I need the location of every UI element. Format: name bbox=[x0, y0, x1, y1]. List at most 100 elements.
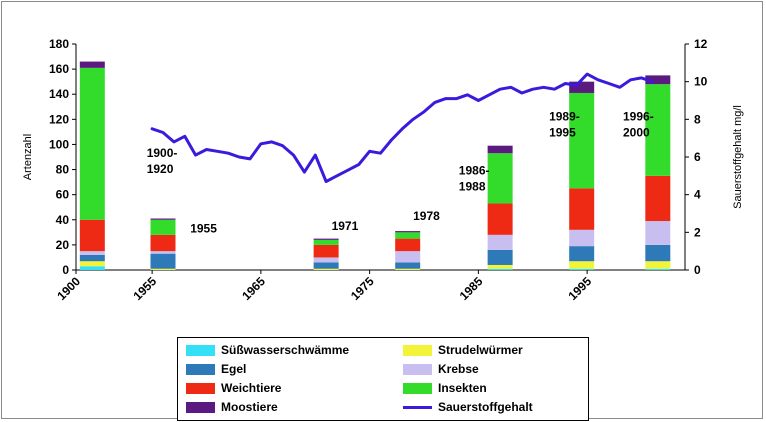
bar-segment bbox=[645, 75, 671, 85]
bar-segment bbox=[79, 219, 105, 252]
bar-segment bbox=[395, 232, 421, 239]
right-axis-title: Sauerstoffgehalt mg/l bbox=[732, 105, 744, 209]
x-tick-label: 1900 bbox=[54, 274, 83, 303]
bar-segment bbox=[313, 268, 339, 270]
bar-segment bbox=[569, 229, 595, 247]
left-tick-label: 180 bbox=[49, 37, 69, 51]
bar-annotation: 1900- 1920 bbox=[147, 146, 178, 176]
bar-annotation-line: 1996- bbox=[623, 110, 654, 124]
legend-swatch bbox=[186, 401, 215, 413]
legend-item-strudelwuermer: Strudelwürmer bbox=[403, 341, 523, 359]
bar-segment bbox=[395, 251, 421, 263]
legend-swatch bbox=[403, 344, 432, 356]
left-tick-label: 40 bbox=[56, 213, 70, 227]
x-tick-label: 1985 bbox=[457, 274, 486, 303]
legend-item-krebse: Krebse bbox=[403, 360, 479, 378]
legend-item-moostiere: Moostiere bbox=[186, 398, 278, 416]
bar-segment bbox=[150, 218, 176, 220]
bar-annotation-line: 2000 bbox=[623, 126, 650, 140]
legend-label: Sauerstoffgehalt bbox=[438, 400, 533, 414]
bar-segment bbox=[79, 61, 105, 68]
left-tick-label: 100 bbox=[49, 137, 69, 151]
bar-segment bbox=[645, 221, 671, 245]
bar-segment bbox=[569, 268, 595, 270]
legend-item-suesswasserschwaemme: Süßwasserschwämme bbox=[186, 341, 349, 359]
bar-segment bbox=[569, 188, 595, 230]
right-tick-label: 0 bbox=[694, 263, 701, 277]
left-tick-label: 0 bbox=[62, 263, 69, 277]
bar-segment bbox=[79, 261, 105, 267]
bar-segment bbox=[395, 238, 421, 252]
bar-annotation-line: 1978 bbox=[413, 209, 440, 223]
x-tick-label: 1965 bbox=[239, 274, 268, 303]
legend-swatch bbox=[403, 382, 432, 394]
bar-segment bbox=[645, 84, 671, 176]
bar-annotation-line: 1900- bbox=[147, 146, 178, 160]
bar-annotation-line: 1995 bbox=[549, 126, 576, 140]
legend-label: Süßwasserschwämme bbox=[221, 343, 350, 357]
chart: 0 20 40 60 80 100 120 140 160 180 0 2 4 6 8 10 12 Artenza… bbox=[22, 37, 744, 303]
bar-segment bbox=[487, 249, 513, 265]
bar-segment bbox=[313, 262, 339, 269]
legend-line-swatch bbox=[403, 405, 432, 409]
bar-segment bbox=[645, 261, 671, 269]
bar-segment bbox=[487, 153, 513, 204]
bar-segment bbox=[487, 203, 513, 235]
x-tick-label: 1995 bbox=[565, 274, 594, 303]
bar-segment bbox=[645, 268, 671, 270]
right-tick-label: 8 bbox=[694, 112, 701, 126]
legend-swatch bbox=[403, 363, 432, 375]
bar-segment bbox=[487, 264, 513, 269]
legend-item-egel: Egel bbox=[186, 360, 246, 378]
bar-group bbox=[150, 218, 176, 270]
bar-annotation-line: 1986- bbox=[459, 164, 490, 178]
x-tick-label: 1975 bbox=[348, 274, 377, 303]
bar-annotation-line: 1971 bbox=[332, 219, 359, 233]
legend: Süßwasserschwämme Strudelwürmer Egel Kre… bbox=[177, 337, 589, 421]
bar-group bbox=[645, 75, 671, 270]
right-tick-label: 4 bbox=[694, 188, 701, 202]
bar-segment bbox=[645, 175, 671, 222]
bar-segment bbox=[313, 238, 339, 240]
left-tick-label: 140 bbox=[49, 87, 69, 101]
bar-segment bbox=[150, 234, 176, 252]
legend-label: Moostiere bbox=[221, 400, 278, 414]
bar-segment bbox=[487, 268, 513, 270]
legend-label: Weichtiere bbox=[221, 381, 282, 395]
bar-annotation: 1996- 2000 bbox=[623, 110, 654, 140]
bar-segment bbox=[79, 67, 105, 220]
legend-label: Egel bbox=[221, 362, 247, 376]
bar-annotation-line: 1988 bbox=[459, 180, 486, 194]
right-tick-label: 2 bbox=[694, 225, 701, 239]
bar-segment bbox=[569, 81, 595, 93]
right-tick-label: 12 bbox=[694, 37, 708, 51]
bar-annotation: 1986- 1988 bbox=[459, 164, 490, 194]
bar-segment bbox=[487, 145, 513, 154]
legend-swatch bbox=[186, 382, 215, 394]
right-tick-label: 6 bbox=[694, 150, 701, 164]
bar-segment bbox=[313, 239, 339, 245]
legend-swatch bbox=[186, 344, 215, 356]
bar-group bbox=[487, 145, 513, 270]
oxygen-line bbox=[150, 72, 654, 183]
bar-segment bbox=[569, 92, 595, 189]
bar-segment bbox=[569, 246, 595, 262]
bar-segment bbox=[395, 268, 421, 270]
bar-segment bbox=[79, 254, 105, 262]
bar-segment bbox=[150, 253, 176, 269]
x-tick-label: 1955 bbox=[130, 274, 159, 303]
legend-swatch bbox=[186, 363, 215, 375]
bar-segment bbox=[79, 266, 105, 270]
bar-group bbox=[395, 231, 421, 270]
bar-segment bbox=[313, 244, 339, 258]
bar-group bbox=[79, 61, 105, 270]
bar-annotation-line: 1989- bbox=[549, 110, 580, 124]
bar-group bbox=[569, 81, 595, 270]
bar-annotation-line: 1920 bbox=[147, 162, 174, 176]
bar-annotation-line: 1955 bbox=[190, 221, 217, 235]
bar-segment bbox=[150, 251, 176, 254]
legend-item-sauerstoffgehalt: Sauerstoffgehalt bbox=[403, 398, 533, 416]
bar-segment bbox=[569, 261, 595, 269]
bar-segment bbox=[395, 262, 421, 269]
left-tick-label: 80 bbox=[56, 163, 70, 177]
